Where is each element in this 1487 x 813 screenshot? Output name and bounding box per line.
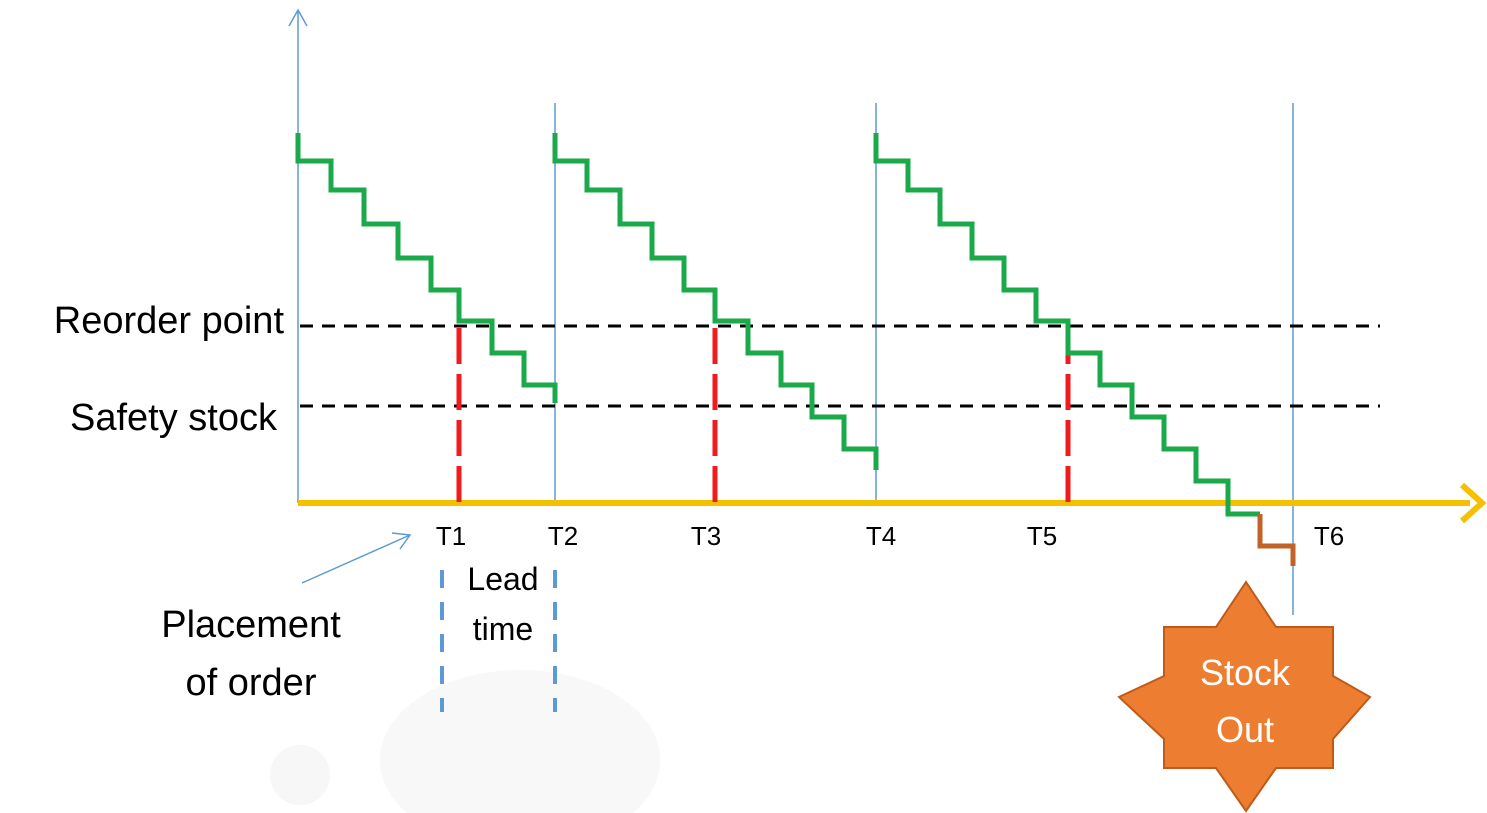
tick-label-t1: T1 <box>436 521 466 551</box>
stock-out-label-line2: Out <box>1216 709 1274 750</box>
inventory-cycle-2 <box>552 133 879 470</box>
inventory-cycle-1 <box>295 133 558 403</box>
background-watermark <box>270 670 660 813</box>
tick-label-t2: T2 <box>548 521 578 551</box>
inventory-levels <box>295 133 1260 517</box>
inventory-cycle-3 <box>873 133 1260 517</box>
arrow-up-icon <box>288 8 308 27</box>
lead-time-label-line2: time <box>473 611 533 647</box>
stock-out-badge: Stock Out <box>1117 580 1372 813</box>
tick-label-t3: T3 <box>691 521 721 551</box>
arrow-pointer-icon <box>301 532 412 584</box>
reorder-point-label: Reorder point <box>54 300 285 342</box>
arrow-right-icon <box>1459 482 1487 524</box>
placement-label-line2: of order <box>186 662 317 704</box>
stock-out-label-line1: Stock <box>1200 652 1291 693</box>
lead-time-markers <box>440 570 557 712</box>
time-axis <box>298 482 1487 524</box>
y-axis <box>288 8 308 503</box>
stock-out-segment <box>1257 514 1296 566</box>
tick-label-t4: T4 <box>866 521 896 551</box>
tick-label-t5: T5 <box>1027 521 1057 551</box>
time-tick-labels: T1 T2 T3 T4 T5 T6 <box>436 521 1344 551</box>
period-lines <box>554 103 1294 615</box>
placement-label-line1: Placement <box>161 604 341 646</box>
reorder-markers <box>456 328 1071 503</box>
threshold-lines <box>300 324 1380 408</box>
safety-stock-label: Safety stock <box>70 397 278 439</box>
star-burst-icon <box>1117 580 1372 813</box>
lead-time-label-line1: Lead <box>467 561 538 597</box>
tick-label-t6: T6 <box>1314 521 1344 551</box>
